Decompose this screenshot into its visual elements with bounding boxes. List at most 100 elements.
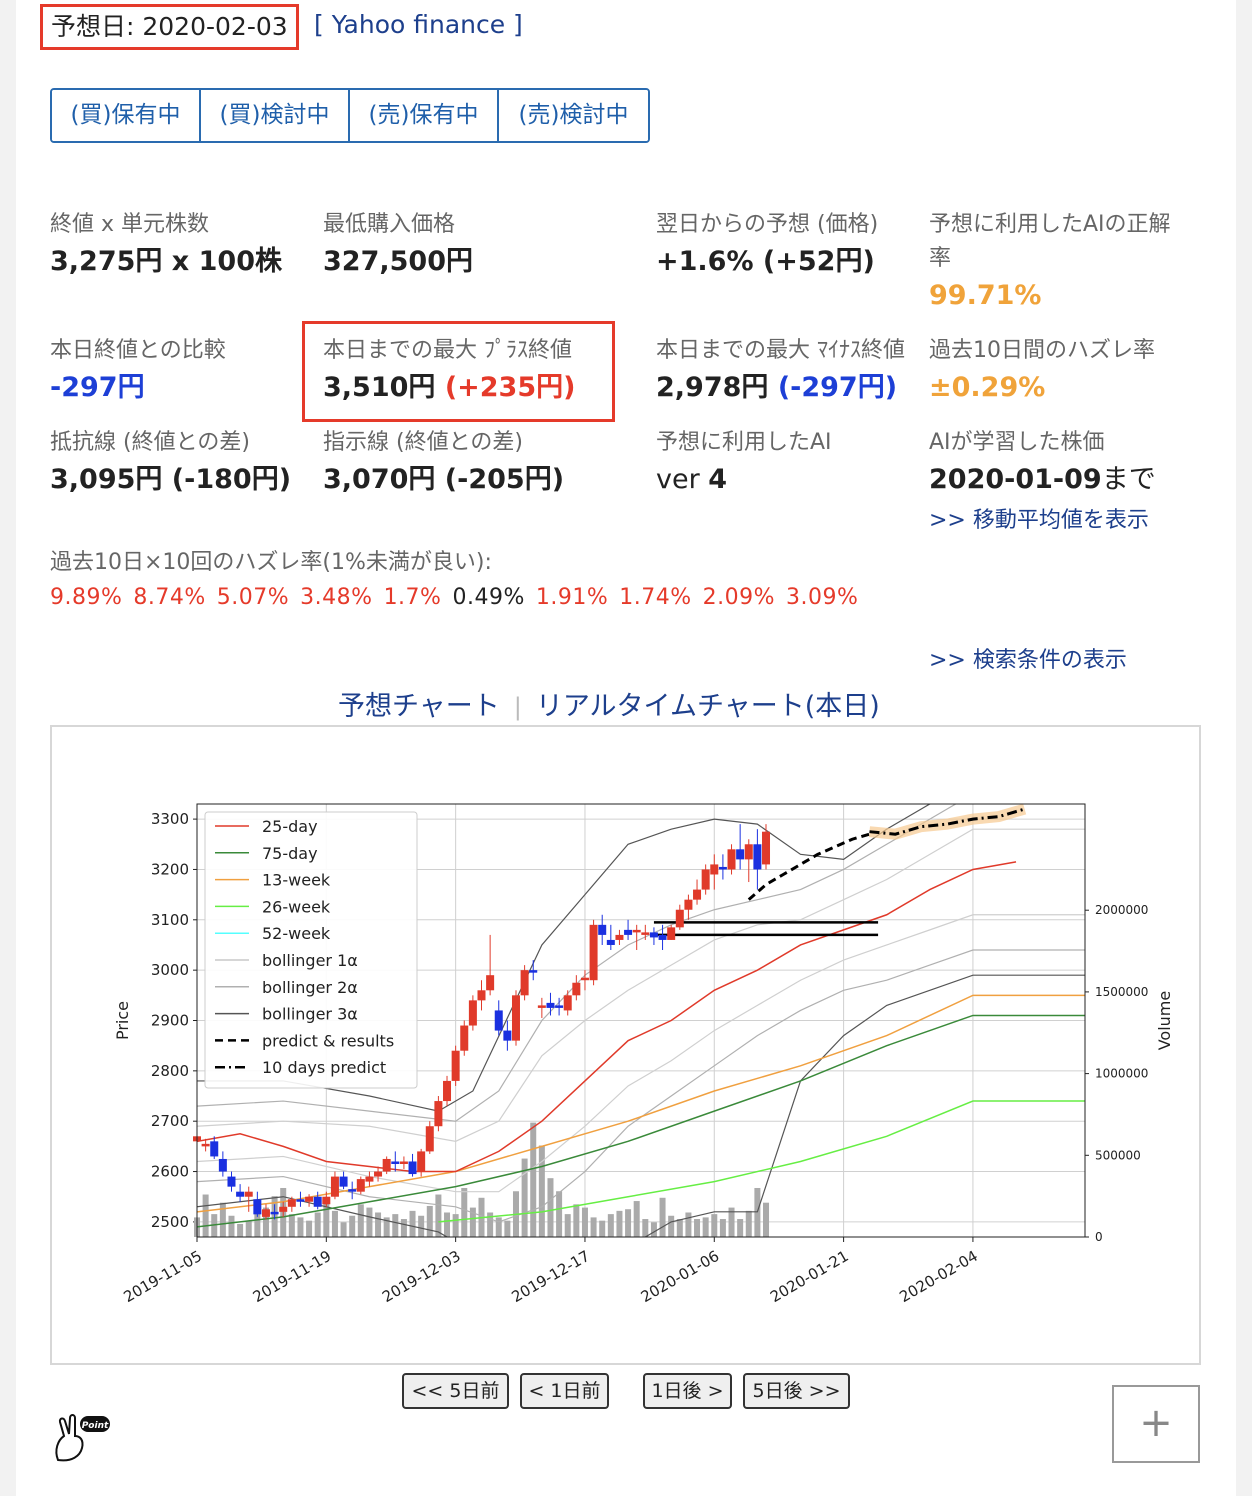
close-stat: 終値 x 単元株数 3,275円 x 100株 [50, 208, 282, 282]
candle-body [718, 866, 727, 870]
legend-label: 52-week [262, 924, 331, 943]
candle-body [632, 929, 641, 933]
buy-holding-button[interactable]: (買)保有中 [52, 90, 201, 141]
candle-body [356, 1179, 365, 1192]
point-badge-text: Point [82, 1421, 109, 1431]
buy-considering-button[interactable]: (買)検討中 [201, 90, 350, 141]
volume-bar [245, 1220, 252, 1237]
tab-predict-chart[interactable]: 予想チャート [338, 691, 500, 722]
miss-rate-item: 2.09% [702, 585, 776, 610]
volume-bar [556, 1191, 563, 1237]
series-line-wk13 [197, 994, 1085, 1213]
resistance-stat: 抵抗線 (終値との差) 3,095円 (-180円) [50, 426, 291, 500]
expand-button[interactable]: + [1112, 1385, 1200, 1463]
support-label: 指示線 (終値との差) [323, 430, 523, 455]
search-conditions-link[interactable]: >> 検索条件の表示 [929, 648, 1127, 673]
back-5-days-button[interactable]: << 5日前 [402, 1373, 509, 1409]
volume-bar [400, 1219, 407, 1237]
forward-5-days-button[interactable]: 5日後 >> [743, 1373, 850, 1409]
max-minus-value: 2,978円 [656, 372, 769, 403]
moving-average-link[interactable]: >> 移動平均値を表示 [929, 508, 1149, 533]
today-compare-label: 本日終値との比較 [50, 338, 226, 363]
legend-label: bollinger 2α [262, 978, 358, 997]
candle-body [503, 1030, 512, 1041]
candle-body [555, 1005, 564, 1008]
tab-separator: | [513, 693, 522, 721]
learned-suffix: まで [1101, 464, 1156, 495]
volume-bar [538, 1145, 545, 1237]
volume-bar [323, 1197, 330, 1237]
candle-body [443, 1080, 452, 1102]
candle-body [330, 1176, 339, 1197]
y-axis-label: Price [113, 1001, 132, 1040]
sell-considering-button[interactable]: (売)検討中 [499, 90, 648, 141]
candle-body [693, 889, 702, 900]
candle-body [296, 1199, 305, 1202]
close-label: 終値 x 単元株数 [50, 212, 210, 237]
candle-body [279, 1206, 288, 1212]
candle-body [520, 970, 529, 996]
volume-bar [521, 1158, 528, 1237]
volume-bar [633, 1201, 640, 1237]
legend-label: bollinger 1α [262, 951, 358, 970]
resistance-label: 抵抗線 (終値との差) [50, 430, 250, 455]
candle-body [546, 1002, 555, 1008]
max-minus-diff: (-297円) [777, 372, 898, 403]
candle-body [624, 929, 633, 935]
candle-body [391, 1161, 400, 1164]
candle-body [382, 1158, 391, 1172]
volume-bar [254, 1212, 261, 1237]
min-buy-stat: 最低購入価格 327,500円 [323, 208, 473, 282]
volume-bar [219, 1202, 226, 1237]
miss-rate-item: 3.48% [300, 585, 373, 610]
miss-rate-item: 8.74% [133, 585, 206, 610]
candle-body [589, 924, 598, 981]
forecast-stat: 翌日からの予想 (価格) +1.6% (+52円) [656, 208, 878, 282]
y-tick-label: 2700 [151, 1112, 189, 1130]
candle-body [244, 1191, 253, 1197]
volume-bar [694, 1219, 701, 1237]
candle-body [615, 934, 624, 940]
today-compare-stat: 本日終値との比較 -297円 [50, 334, 226, 408]
candle-body [460, 1025, 469, 1051]
volume-bar [719, 1219, 726, 1237]
volume-bar [435, 1194, 442, 1237]
y2-tick-label: 1000000 [1095, 1067, 1148, 1081]
prediction-date: 予想日: 2020-02-03 [40, 4, 299, 50]
candle-body [227, 1176, 236, 1187]
series-line-boll3_lo [197, 974, 1085, 1237]
y2-axis-label: Volume [1155, 991, 1174, 1051]
volume-bar [469, 1207, 476, 1237]
forward-1-day-button[interactable]: 1日後 > [643, 1373, 732, 1409]
point-hand-icon[interactable]: Point [50, 1410, 112, 1464]
sell-holding-button[interactable]: (売)保有中 [350, 90, 499, 141]
volume-bar [487, 1212, 494, 1237]
miss-rate-item: 9.89% [50, 585, 123, 610]
volume-bar [228, 1215, 235, 1237]
candle-body [408, 1161, 417, 1175]
miss-rate-item: 1.91% [535, 585, 609, 610]
volume-bar [702, 1217, 709, 1237]
volume-bar [659, 1197, 666, 1237]
series-line-wk26 [438, 1100, 1085, 1223]
y-tick-label: 2600 [151, 1163, 189, 1181]
volume-bar [754, 1187, 761, 1237]
volume-bar [573, 1204, 580, 1237]
back-1-day-button[interactable]: < 1日前 [520, 1373, 609, 1409]
x-tick-label: 2019-11-19 [250, 1247, 335, 1306]
tab-realtime-chart[interactable]: リアルタイムチャート(本日) [535, 691, 880, 722]
volume-bar [444, 1212, 451, 1237]
yahoo-finance-link[interactable]: [ Yahoo finance ] [314, 10, 523, 39]
stock-chart: 2500 2600 2700 2800 2900 3000 3100 3200 3300 2019… [113, 803, 1174, 1306]
max-minus-label: 本日までの最大 ﾏｲﾅｽ終値 [656, 338, 905, 363]
miss-rate-item: 1.74% [619, 585, 692, 610]
learned-value: 2020-01-09 [929, 464, 1102, 495]
candle-body [580, 977, 589, 981]
candle-body [313, 1196, 322, 1207]
volume-bar [409, 1210, 416, 1237]
candle-body [339, 1176, 348, 1187]
x-tick-label: 2019-11-05 [120, 1247, 205, 1306]
series-line-boll1_lo [197, 914, 1085, 1193]
candle-body [649, 932, 658, 938]
candle-body [511, 995, 520, 1041]
